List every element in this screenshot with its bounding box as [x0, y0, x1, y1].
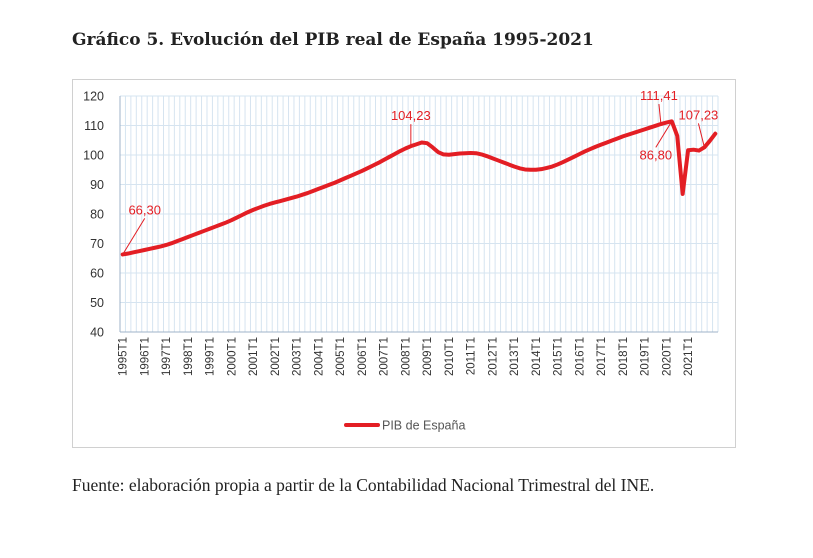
data-label-leader	[658, 103, 662, 125]
x-tick-label: 2007T1	[379, 337, 391, 376]
data-labels: 66,30 104,23 111,41 86,80 107,23	[122, 88, 719, 255]
data-label: 111,41	[640, 88, 678, 103]
x-tick-label: 2001T1	[248, 337, 260, 376]
x-tick-label: 2017T1	[596, 337, 608, 376]
data-label: 86,80	[640, 147, 673, 162]
x-tick-label: 2008T1	[400, 337, 412, 376]
x-tick-label: 1998T1	[183, 337, 195, 376]
x-tick-label: 2015T1	[553, 337, 565, 376]
x-tick-label: 2019T1	[640, 337, 652, 376]
y-axis: 120 110 100 90 80 70 60 50 40	[83, 90, 121, 340]
data-label: 66,30	[128, 202, 161, 217]
y-tick-label: 120	[83, 90, 104, 104]
y-tick-label: 80	[90, 208, 104, 222]
y-tick-label: 60	[90, 267, 104, 281]
x-tick-label: 2004T1	[313, 337, 325, 376]
legend: PIB de España	[344, 419, 465, 433]
x-tick-label: 2000T1	[226, 337, 238, 376]
x-tick-label: 2003T1	[292, 337, 304, 376]
chart-title: Gráfico 5. Evolución del PIB real de Esp…	[72, 30, 594, 50]
y-tick-label: 110	[84, 119, 104, 133]
x-tick-label: 2005T1	[335, 337, 347, 376]
x-tick-label: 2012T1	[487, 337, 499, 376]
data-label-leader	[122, 218, 146, 255]
source-note: Fuente: elaboración propia a partir de l…	[72, 475, 655, 495]
y-tick-label: 50	[90, 296, 104, 310]
x-tick-label: 2020T1	[661, 337, 673, 376]
series-line-pib	[120, 119, 718, 257]
x-tick-label: 2009T1	[422, 337, 434, 376]
y-tick-label: 100	[83, 149, 104, 163]
x-tick-label: 1995T1	[118, 337, 130, 376]
x-tick-label: 2006T1	[357, 337, 369, 376]
legend-label: PIB de España	[382, 419, 465, 433]
x-tick-label: 2014T1	[531, 337, 543, 376]
x-axis: 1995T1 1996T1 1997T1 1998T1 1999T1 2000T1 2001…	[118, 331, 718, 376]
data-label: 107,23	[679, 107, 719, 122]
data-label-leader	[655, 121, 673, 148]
x-tick-label: 1997T1	[161, 337, 173, 376]
y-tick-label: 90	[90, 178, 104, 192]
data-label: 104,23	[391, 108, 431, 123]
x-tick-label: 2013T1	[509, 337, 521, 376]
x-tick-label: 2010T1	[444, 337, 456, 376]
y-tick-label: 70	[90, 237, 104, 251]
x-tick-label: 2021T1	[683, 337, 695, 376]
y-tick-label: 40	[90, 326, 104, 340]
x-tick-label: 2011T1	[466, 337, 478, 375]
x-tick-label: 2002T1	[270, 337, 282, 376]
x-tick-label: 1999T1	[205, 337, 217, 376]
x-tick-label: 2018T1	[618, 337, 630, 376]
data-label-leader	[697, 123, 705, 148]
x-tick-label: 2016T1	[574, 337, 586, 376]
chart-svg: 120 110 100 90 80 70 60 50 40 1995T1 1996T1 1997T1…	[83, 88, 719, 433]
x-tick-label: 1996T1	[139, 337, 151, 376]
